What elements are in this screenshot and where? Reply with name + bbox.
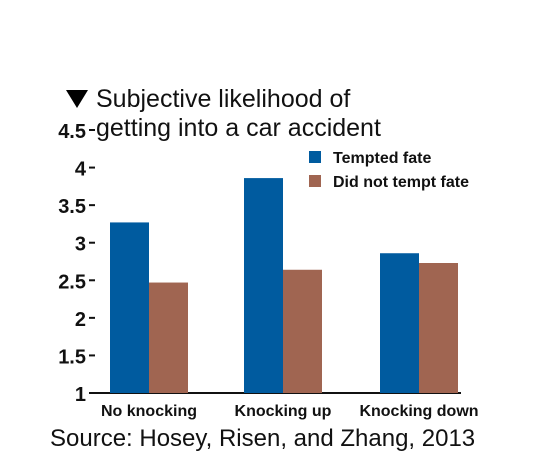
bars xyxy=(110,178,458,393)
x-axis-labels: No knocking Knocking up Knocking down xyxy=(101,403,479,420)
legend-swatch xyxy=(309,151,321,163)
bar-did-not-tempt-fate xyxy=(283,269,322,393)
bar-did-not-tempt-fate xyxy=(419,263,458,393)
y-tick-label: 4.5 xyxy=(58,121,86,143)
y-tick-label: 2 xyxy=(75,309,86,331)
legend: Tempted fate Did not tempt fate xyxy=(309,150,469,191)
triangle-down-icon xyxy=(66,90,88,108)
x-category-label: Knocking up xyxy=(235,403,332,420)
y-tick-label: 3 xyxy=(75,234,86,256)
legend-label: Tempted fate xyxy=(333,150,431,167)
y-tick-label: 3.5 xyxy=(58,196,86,218)
legend-label: Did not tempt fate xyxy=(333,174,469,191)
bar-tempted-fate xyxy=(110,222,149,393)
y-tick-label: 4 xyxy=(75,159,87,181)
chart-title: Subjective likelihood of getting into a … xyxy=(96,85,381,143)
bar-tempted-fate xyxy=(380,253,419,393)
bar-tempted-fate xyxy=(244,178,283,393)
legend-swatch xyxy=(309,175,321,187)
source-note: Source: Hosey, Risen, and Zhang, 2013 xyxy=(50,425,476,452)
chart-title-line-1: Subjective likelihood of xyxy=(96,85,351,113)
y-tick-label: 1 xyxy=(75,384,86,406)
bar-did-not-tempt-fate xyxy=(149,282,188,393)
x-category-label: Knocking down xyxy=(359,403,478,420)
y-axis: 1 1.5 2 2.5 3 3.5 4 4.5 xyxy=(58,121,461,406)
chart-title-line-2: getting into a car accident xyxy=(96,114,381,142)
y-tick-label: 2.5 xyxy=(58,271,86,293)
y-tick-label: 1.5 xyxy=(58,346,86,368)
x-category-label: No knocking xyxy=(101,403,197,420)
